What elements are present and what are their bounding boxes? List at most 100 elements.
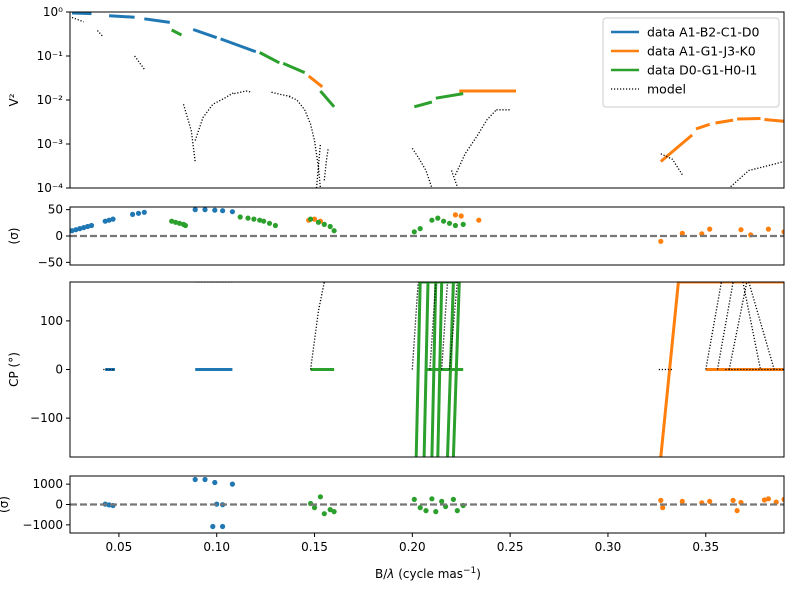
plot-area-v2_residual [70,207,784,244]
series-v2-1 [307,74,784,163]
residual-point-v2_residual-1-1 [311,216,318,222]
data-curve-v2-2-4 [413,100,433,109]
residual-point-cp_residual-0-10 [220,523,226,530]
data-curve-v2-2-2 [282,62,306,74]
x-tick-label-4: 0.25 [497,540,524,554]
residual-point-cp_residual-0-4 [202,476,208,483]
residual-point-cp_residual-2-11 [439,498,445,504]
residual-point-v2_residual-2-11 [272,222,278,229]
residual-point-v2_residual-2-13 [315,219,321,225]
residual-point-v2_residual-2-22 [446,220,453,226]
model-curve-v2-3-6 [271,91,292,98]
residual-point-v2_residual-0-2 [77,226,83,232]
model-curve-v2-3-11 [450,170,459,188]
legend-label-0: data A1-B2-C1-D0 [647,25,760,40]
data-curve-cp-2-1 [414,282,422,457]
residual-point-v2_residual-0-1 [73,227,79,233]
residual-point-v2_residual-1-7 [679,230,685,236]
residual-point-v2_residual-2-4 [182,222,188,229]
model-curve-v2-3-10 [411,147,433,188]
plot-area-cp_residual [70,476,784,530]
panels-layer: 10⁰10⁻¹10⁻²10⁻³10⁻⁴V²500−50(σ)1000−100CP… [0,5,785,534]
data-curve-v2-0-0 [71,12,92,16]
x-axis: B/λ (cycle mas−1) 0.05 0.10 0.15 0.20 0.25 0.… [106,533,719,581]
residual-point-cp_residual-2-8 [423,508,429,514]
panel-v2_residual: 50 0 −50 (σ) [7,203,785,269]
residual-point-v2_residual-0-15 [220,208,226,214]
residual-point-cp_residual-0-9 [210,523,216,530]
model-curve-cp-3-4 [429,282,437,370]
data-curve-v2-0-4 [220,37,257,54]
residual-point-cp_residual-1-6 [734,508,740,514]
residual-point-cp_residual-1-9 [765,496,772,502]
y-tick-label-v2-3: 10⁻³ [37,137,64,151]
y-tick-label-cp_residual-0: 1000 [32,477,63,491]
panel-cp_residual: 1000 0 −1000 (σ) [0,475,785,534]
series-cp-3 [103,282,784,371]
plot-area-cp [103,282,784,457]
residual-point-v2_residual-2-8 [257,217,263,223]
residual-point-v2_residual-1-3 [452,212,458,218]
data-curve-v2-2-1 [259,51,280,65]
residual-point-cp_residual-2-7 [417,505,423,511]
residual-point-v2_residual-2-0 [169,218,175,224]
model-curve-cp-3-5 [441,282,449,370]
legend-label-1: data A1-G1-J3-K0 [647,44,756,59]
y-tick-label-v2-4: 10⁻⁴ [37,181,64,195]
y-tick-label-cp-1: 0 [55,363,63,377]
residual-point-v2_residual-1-10 [738,227,744,233]
model-curve-v2-3-15 [728,160,784,188]
legend: data A1-B2-C1-D0 data A1-G1-J3-K0 data D0-… [602,17,780,108]
y-axis-label-cp_residual: (σ) [0,496,11,513]
data-curve-cp-1-0 [659,282,680,457]
series-v2-0 [71,12,257,54]
residual-point-v2_residual-0-9 [130,211,136,217]
model-curve-v2-3-3 [182,104,196,162]
series-cp-2 [310,282,464,457]
x-tick-label-5: 0.30 [595,540,622,554]
residual-point-cp_residual-2-4 [327,507,333,513]
residual-point-v2_residual-1-13 [781,229,784,235]
residual-point-v2_residual-2-15 [327,223,333,230]
model-curve-v2-3-14 [660,153,683,176]
residual-point-cp_residual-0-5 [212,479,218,486]
residual-point-v2_residual-0-5 [88,222,95,229]
plot-area-v2 [71,12,784,188]
residual-point-v2_residual-0-8 [110,216,116,222]
data-curve-v2-0-3 [192,28,218,40]
model-curve-v2-3-0 [71,16,84,23]
residual-point-cp_residual-2-1 [311,505,318,511]
model-curve-v2-3-4 [194,91,235,141]
residual-point-v2_residual-2-6 [245,215,251,221]
residual-point-v2_residual-2-14 [321,221,327,227]
legend-label-3: model [647,82,686,97]
residual-point-cp_residual-0-8 [229,481,235,487]
residual-point-v2_residual-2-18 [417,226,423,232]
y-axis-label-cp: CP (°) [7,352,21,387]
model-curve-cp-3-3 [411,282,419,370]
legend-box [602,17,780,108]
residual-point-v2_residual-0-4 [85,223,91,230]
residual-point-cp_residual-2-5 [331,509,337,515]
residual-point-v2_residual-0-12 [192,207,198,213]
residual-point-cp_residual-1-11 [781,496,784,502]
residual-point-v2_residual-0-7 [106,217,112,223]
residual-point-v2_residual-2-16 [331,228,337,234]
x-tick-label-1: 0.10 [203,540,230,554]
data-curve-v2-1-4 [715,118,734,125]
x-axis-label: B/λ (cycle mas−1) [375,566,481,581]
residual-point-cp_residual-1-1 [660,505,666,511]
x-tick-label-6: 0.35 [692,540,719,554]
residual-point-v2_residual-2-12 [308,216,314,222]
residual-point-v2_residual-0-10 [135,210,142,216]
residual-point-v2_residual-0-16 [229,209,235,215]
model-curve-v2-3-7 [288,95,322,188]
y-axis-label-v2_residual: (σ) [7,228,21,245]
residual-point-v2_residual-2-5 [237,214,243,220]
series-v2-2 [171,28,464,109]
residual-point-v2_residual-2-19 [429,217,435,223]
data-curve-v2-0-2 [144,17,171,24]
residual-point-v2_residual-2-2 [176,220,183,226]
model-curve-cp-3-12 [748,282,775,370]
